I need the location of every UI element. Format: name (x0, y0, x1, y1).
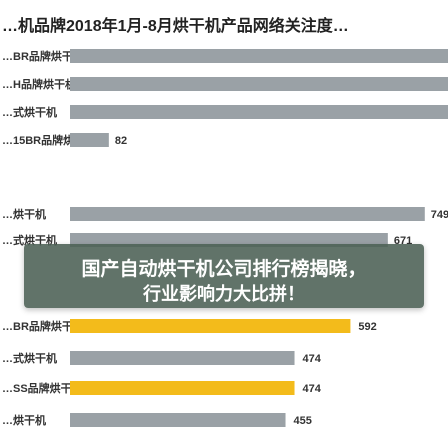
data-bar (70, 351, 295, 365)
data-bar (70, 207, 425, 221)
banner-line-2: 行业影响力大比拼！ (143, 284, 305, 304)
data-bar (70, 133, 109, 147)
value-label: 474 (303, 383, 322, 395)
data-bar (70, 105, 448, 119)
data-bar (70, 233, 388, 247)
y-tick-label: …烘干机 (2, 413, 46, 427)
y-tick-label: …烘干机 (2, 207, 46, 221)
value-label: 592 (358, 321, 376, 333)
y-tick-label: …H品牌烘干机 (2, 77, 76, 91)
data-bar (70, 319, 351, 333)
data-bar (70, 49, 448, 63)
value-label: 749 (431, 209, 448, 221)
data-bar (70, 381, 295, 395)
y-tick-label: …BR品牌烘干机 (2, 319, 84, 333)
data-bar (70, 77, 448, 91)
chart-title: …机品牌2018年1月-8月烘干机产品网络关注度… (2, 18, 349, 35)
banner: 国产自动烘干机公司排行榜揭晓， 行业影响力大比拼！ (24, 244, 424, 308)
value-label: 82 (115, 135, 127, 147)
y-tick-label: …式烘干机 (2, 233, 57, 247)
y-tick-label: …式烘干机 (2, 351, 57, 365)
y-tick-label: …BR品牌烘干机 (2, 49, 84, 63)
y-tick-label: …式烘干机 (2, 105, 57, 119)
value-label: 455 (294, 415, 312, 427)
data-bar (70, 413, 286, 427)
value-label: 474 (303, 353, 322, 365)
y-tick-label: …SS品牌烘干机 (2, 381, 83, 395)
banner-line-1: 国产自动烘干机公司排行榜揭晓， (81, 259, 367, 280)
